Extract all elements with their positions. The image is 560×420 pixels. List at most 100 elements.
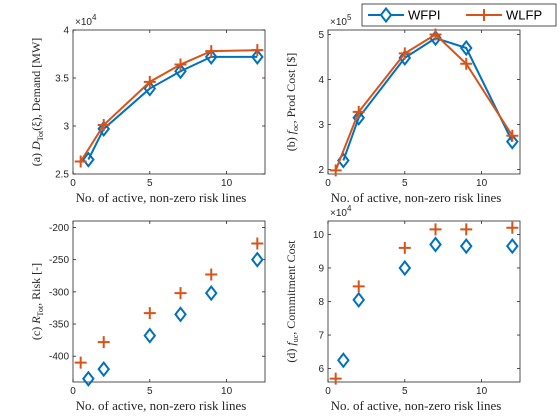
y-label-symbol: R	[29, 316, 43, 325]
data-point-plus	[251, 44, 264, 57]
data-point-diamond	[459, 39, 473, 57]
y-label-rest: , Risk [-]	[29, 263, 43, 306]
data-point-plus	[143, 75, 156, 88]
data-point-plus	[329, 372, 342, 385]
panel-label: (a)	[29, 150, 43, 166]
y-tick-label: -200	[49, 223, 69, 234]
data-point-diamond	[352, 109, 366, 126]
exponent-base: ×10	[330, 208, 347, 219]
y-axis-label: (b) foc, Prod Cost [$]	[284, 53, 300, 152]
data-point-plus	[143, 307, 156, 320]
series-wlfp	[74, 237, 264, 369]
y-tick-label: -250	[49, 255, 69, 266]
y-exponent-label: ×104	[75, 13, 97, 28]
y-exponent-label: ×104	[330, 204, 352, 219]
x-axis-label: No. of active, non-zero risk lines	[331, 398, 502, 413]
exponent-power: 4	[347, 204, 352, 213]
y-axis-label: (c) RTot, Risk [-]	[29, 263, 45, 340]
y-label-subscript: Tot	[36, 130, 45, 141]
data-point-diamond	[174, 306, 187, 323]
panel-label: (d)	[284, 346, 298, 363]
data-point-plus	[205, 268, 218, 281]
exponent-power: 5	[347, 13, 352, 22]
x-axis-label: No. of active, non-zero risk lines	[76, 190, 247, 205]
y-tick-label: -400	[49, 352, 69, 363]
series-line	[79, 49, 258, 163]
data-point-plus	[352, 105, 365, 118]
legend-entry-wfpi: WFPI	[368, 6, 441, 24]
data-point-plus	[174, 58, 187, 71]
legend-label: WLFP	[506, 8, 542, 23]
exponent-base: ×10	[75, 17, 92, 28]
x-tick-label: 0	[325, 386, 331, 397]
series-wfpi	[82, 48, 264, 168]
y-tick-label: 4	[318, 75, 324, 86]
data-point-plus	[97, 119, 110, 132]
axes-box	[72, 220, 266, 383]
x-tick-label: 5	[147, 178, 153, 189]
y-axis-label: (a) DTot(ξ), Demand [MW]	[29, 38, 45, 167]
data-point-diamond	[204, 285, 218, 302]
data-point-diamond	[143, 327, 157, 344]
y-label-subscript: uc	[291, 334, 300, 342]
x-tick-label: 0	[325, 178, 331, 189]
y-tick-label: 10	[313, 230, 325, 241]
axes-box	[327, 220, 521, 383]
y-tick-label: 5	[318, 30, 324, 41]
data-point-plus	[460, 57, 473, 70]
series-wlfp	[329, 28, 519, 177]
legend-marker-plus	[478, 9, 490, 21]
x-tick-label: 5	[402, 386, 408, 397]
y-tick-label: 2	[318, 165, 324, 176]
data-point-diamond	[174, 63, 187, 80]
series-wlfp	[329, 221, 519, 385]
data-point-plus	[506, 129, 519, 142]
data-point-plus	[74, 155, 87, 168]
data-point-diamond	[82, 370, 95, 387]
data-point-plus	[398, 47, 411, 60]
legend-entry-wlfp: WLFP	[466, 8, 542, 23]
data-point-diamond	[505, 238, 519, 255]
legend-label: WFPI	[408, 8, 441, 23]
x-tick-label: 10	[476, 178, 488, 189]
y-tick-label: 2.5	[55, 170, 69, 181]
y-tick-label: -350	[49, 320, 69, 331]
panel-label: (b)	[284, 134, 298, 151]
data-point-plus	[398, 241, 411, 254]
y-tick-label: 6	[318, 364, 324, 375]
data-point-plus	[97, 336, 110, 349]
y-label-symbol: f	[284, 341, 298, 346]
legend-marker-diamond	[379, 6, 393, 24]
data-point-plus	[460, 223, 473, 236]
panel-3: 0 5 10 -400 -350 -300 -250 -200 No. of active, n…	[29, 220, 266, 413]
data-point-diamond	[250, 251, 264, 268]
data-point-plus	[74, 356, 87, 369]
data-point-plus	[429, 28, 442, 41]
data-point-plus	[506, 221, 519, 234]
data-point-diamond	[82, 151, 95, 168]
x-tick-label: 10	[476, 386, 488, 397]
data-point-diamond	[459, 238, 473, 255]
y-tick-label: 3	[318, 120, 324, 131]
y-exponent-label: ×105	[330, 13, 352, 28]
y-label-rest: , Commitment Cost	[284, 240, 298, 335]
data-point-diamond	[352, 291, 366, 308]
series-wlfp	[74, 44, 264, 168]
panel-label: (c)	[29, 324, 43, 340]
series-line	[342, 37, 514, 161]
data-point-plus	[205, 45, 218, 58]
axes-box	[327, 29, 521, 175]
data-point-plus	[429, 223, 442, 236]
data-point-diamond	[250, 48, 264, 66]
data-point-diamond	[398, 49, 412, 67]
y-label-subscript: oc	[291, 123, 300, 131]
x-tick-label: 5	[147, 386, 153, 397]
y-axis-label: (d) fuc, Commitment Cost	[284, 240, 300, 363]
data-point-plus	[329, 164, 342, 177]
data-point-plus	[352, 280, 365, 293]
data-point-diamond	[337, 352, 350, 369]
data-point-diamond	[97, 120, 111, 138]
